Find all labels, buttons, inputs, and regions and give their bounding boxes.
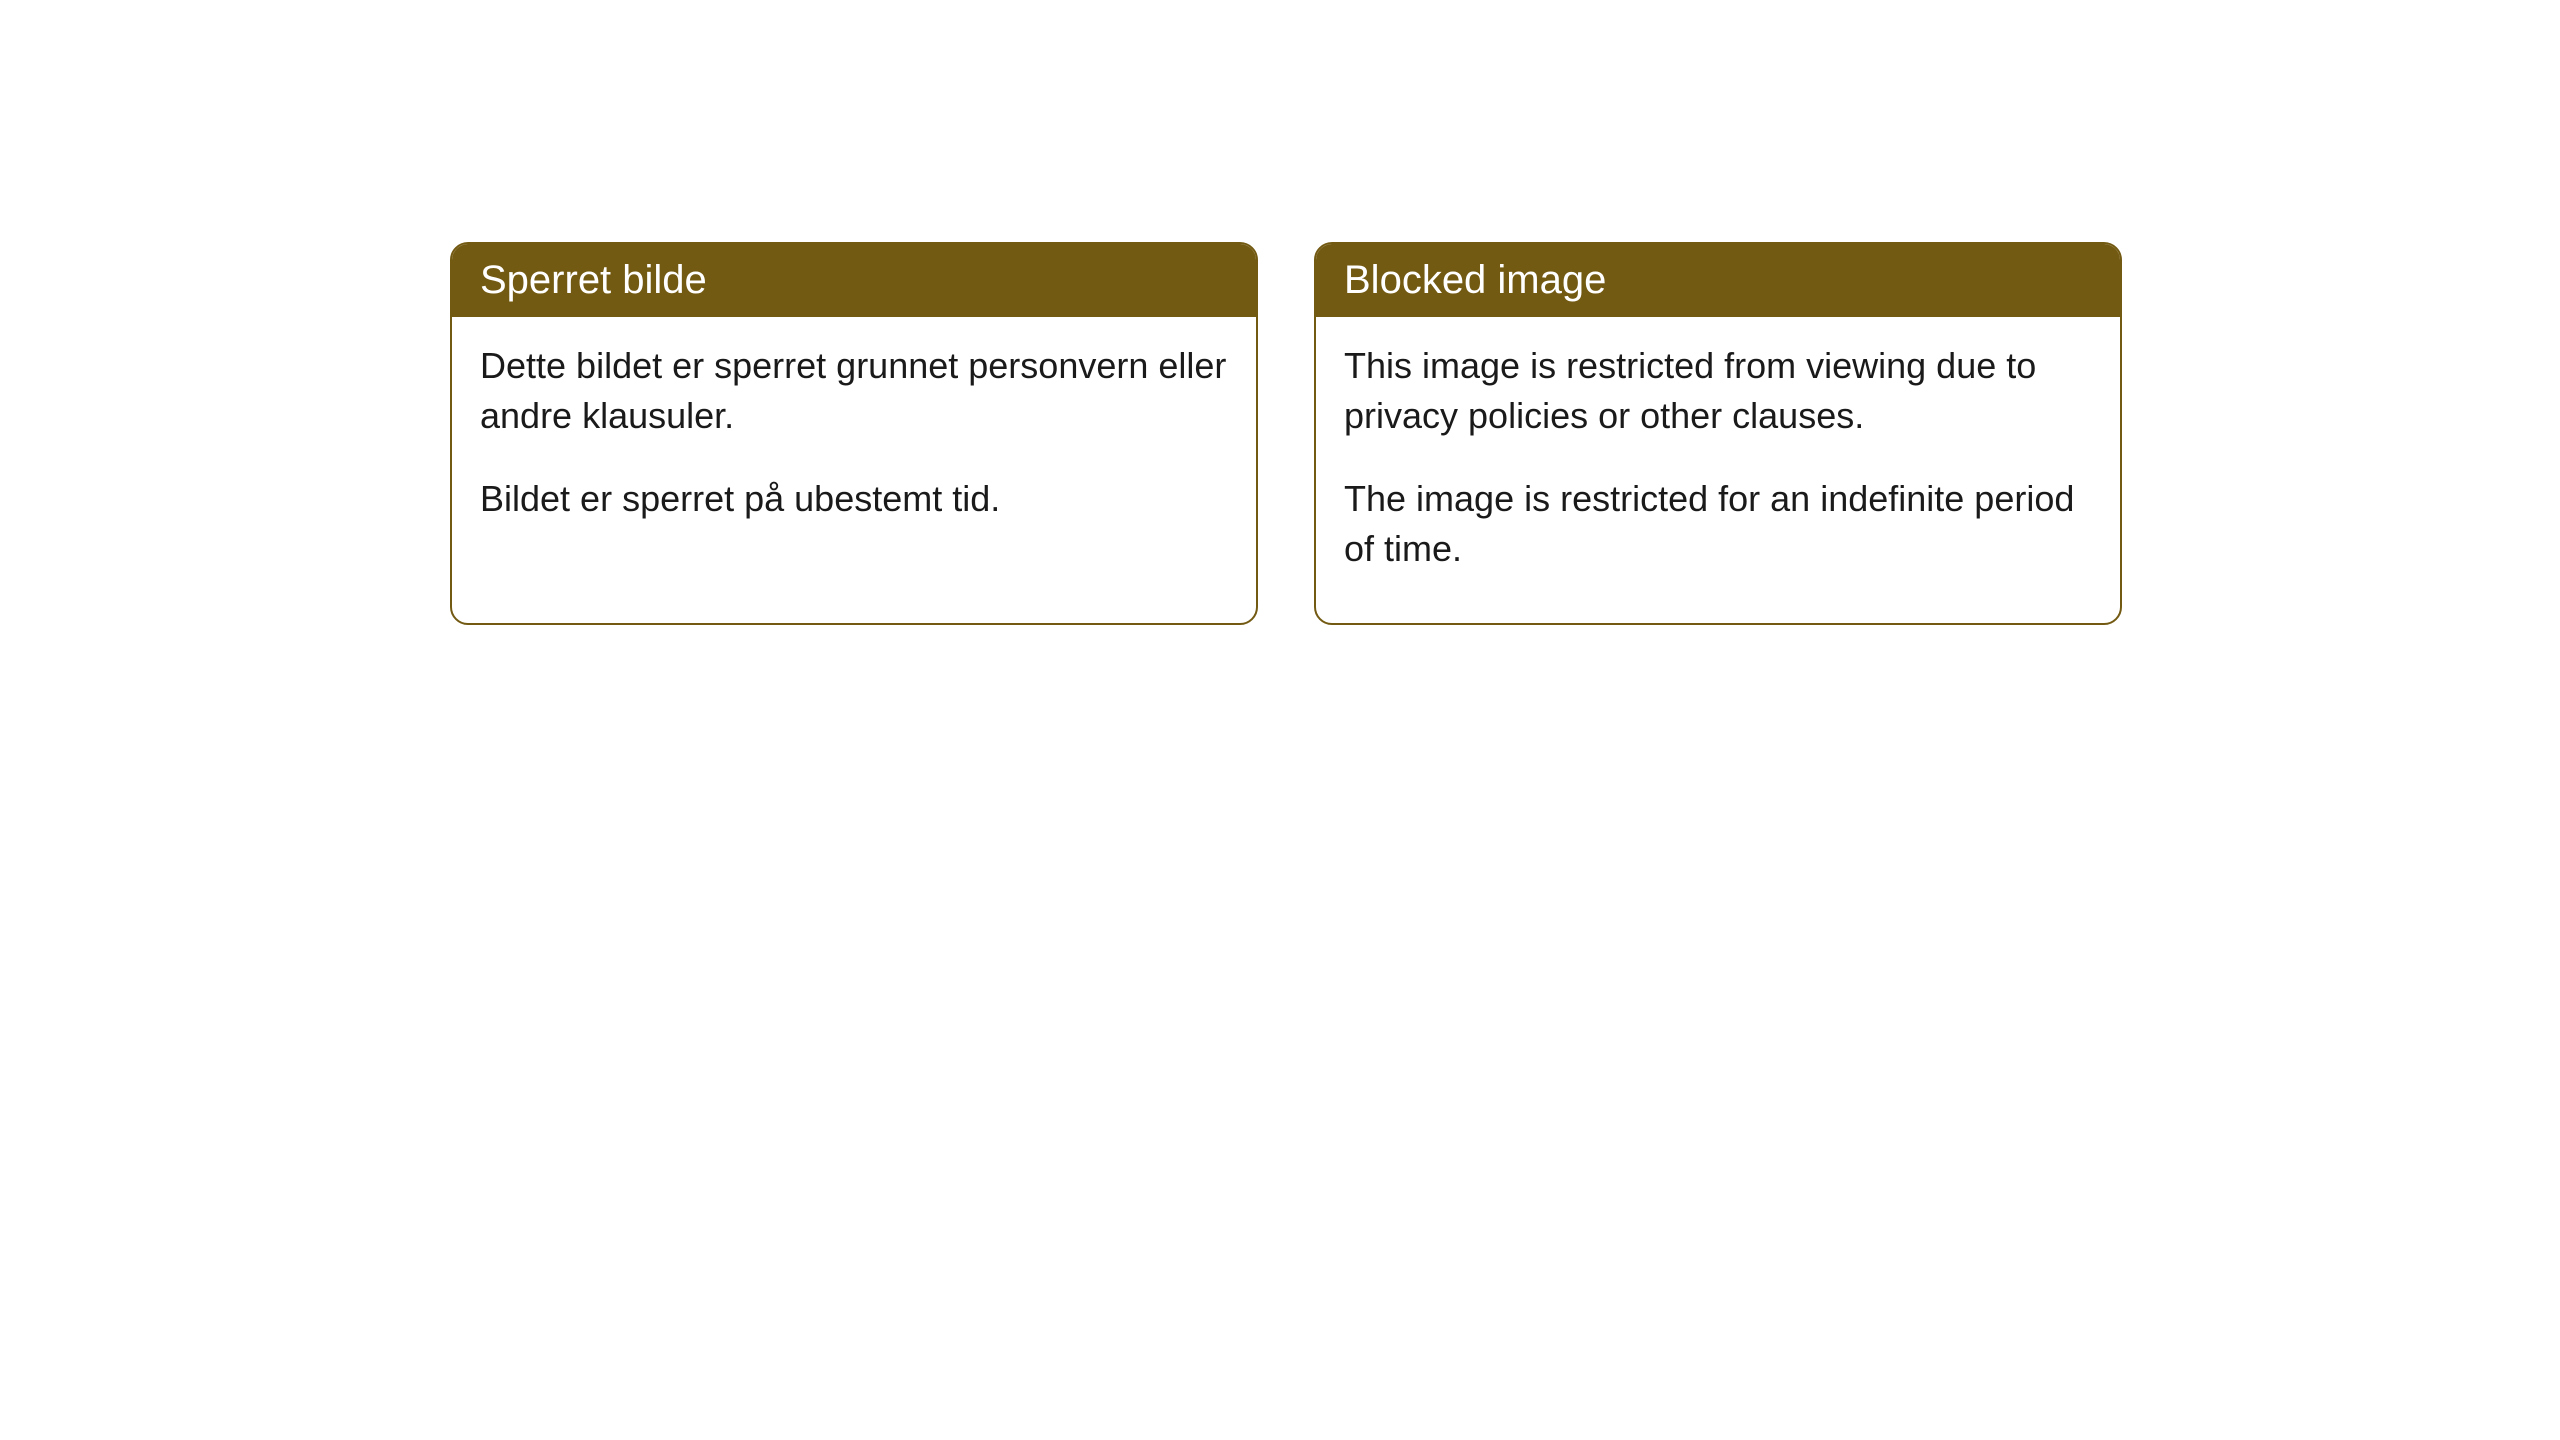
card-header: Sperret bilde — [452, 244, 1256, 317]
card-body: Dette bildet er sperret grunnet personve… — [452, 317, 1256, 572]
blocked-image-card-english: Blocked image This image is restricted f… — [1314, 242, 2122, 625]
card-paragraph: This image is restricted from viewing du… — [1344, 341, 2092, 442]
card-body: This image is restricted from viewing du… — [1316, 317, 2120, 623]
card-title: Sperret bilde — [480, 258, 707, 302]
notice-cards-container: Sperret bilde Dette bildet er sperret gr… — [450, 242, 2122, 625]
card-paragraph: The image is restricted for an indefinit… — [1344, 474, 2092, 575]
card-paragraph: Bildet er sperret på ubestemt tid. — [480, 474, 1228, 524]
card-paragraph: Dette bildet er sperret grunnet personve… — [480, 341, 1228, 442]
card-title: Blocked image — [1344, 258, 1606, 302]
blocked-image-card-norwegian: Sperret bilde Dette bildet er sperret gr… — [450, 242, 1258, 625]
card-header: Blocked image — [1316, 244, 2120, 317]
